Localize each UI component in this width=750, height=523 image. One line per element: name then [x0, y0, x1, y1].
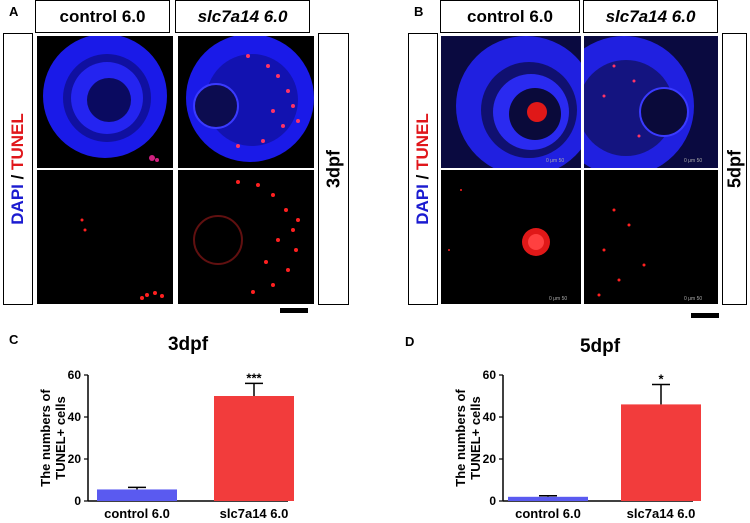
y-axis-label-line1: The numbers of — [38, 389, 53, 487]
y-tick-label: 20 — [68, 452, 82, 466]
header-control-b-text: control 6.0 — [467, 6, 553, 26]
bar-slc7a14-6-0 — [214, 396, 294, 501]
panel-label-c: C — [9, 332, 19, 347]
image-b-mutant-dapi: 0 μm 50 — [584, 36, 718, 168]
dapi-label-b: DAPI — [413, 184, 432, 225]
image-a-control-dapi — [37, 36, 173, 168]
x-tick-label: control 6.0 — [104, 506, 170, 521]
scale-bar-a — [280, 308, 308, 313]
y-axis-label: The numbers ofTUNEL+ cells — [38, 389, 68, 487]
y-axis-label: The numbers ofTUNEL+ cells — [453, 389, 483, 487]
significance-mark: * — [658, 371, 664, 386]
header-mutant-b-text: slc7a14 6.0 — [605, 6, 696, 26]
stage-label-b: 5dpf — [724, 150, 744, 188]
scale-text-b4: 0 μm 50 — [684, 296, 702, 302]
bar-control-6-0 — [508, 496, 588, 501]
header-control-a-text: control 6.0 — [59, 6, 146, 26]
tunel-label-b: TUNEL — [413, 113, 432, 170]
header-mutant-a: slc7a14 6.0 — [175, 0, 310, 33]
bar-control-6-0 — [97, 489, 177, 501]
y-tick-label: 20 — [483, 452, 497, 466]
chart-c: 3dpf The numbers ofTUNEL+ cells 0 20 40 60 con… — [38, 334, 294, 521]
header-mutant-a-text: slc7a14 6.0 — [197, 6, 288, 26]
y-axis-label-line2: TUNEL+ cells — [468, 396, 483, 479]
row-label-b: DAPI / TUNEL — [413, 113, 433, 224]
panel-label-b: B — [414, 4, 424, 19]
image-b-control-dapi: 0 μm 50 — [441, 36, 581, 168]
y-axis-label-line2: TUNEL+ cells — [53, 396, 68, 479]
image-a-mutant-tunel — [178, 170, 314, 304]
chart-title: 5dpf — [580, 336, 621, 357]
scale-text-b2: 0 μm 50 — [684, 158, 702, 164]
tunel-label-a: TUNEL — [8, 113, 27, 170]
stage-box-a: 3dpf — [318, 33, 349, 305]
bar-slc7a14-6-0 — [621, 404, 701, 501]
stage-label-a: 3dpf — [323, 150, 343, 188]
y-tick-label: 40 — [68, 410, 82, 424]
header-mutant-b: slc7a14 6.0 — [583, 0, 718, 33]
stage-box-b: 5dpf — [722, 33, 747, 305]
significance-mark: *** — [246, 370, 262, 385]
dapi-label-a: DAPI — [8, 184, 27, 225]
panel-label-d: D — [405, 334, 415, 349]
image-b-control-tunel: 0 μm 50 — [441, 170, 581, 304]
y-tick-label: 0 — [489, 494, 496, 508]
sep-label-a: / — [8, 169, 27, 185]
scale-bar-b — [691, 313, 719, 318]
row-label-a: DAPI / TUNEL — [8, 113, 28, 224]
chart-title: 3dpf — [168, 334, 209, 355]
x-tick-label: control 6.0 — [515, 506, 581, 521]
header-control-a: control 6.0 — [35, 0, 170, 33]
y-tick-label: 0 — [74, 494, 81, 508]
y-tick-label: 40 — [483, 410, 497, 424]
chart-d: 5dpf The numbers ofTUNEL+ cells 0 20 40 60 con… — [453, 336, 701, 521]
header-control-b: control 6.0 — [440, 0, 580, 33]
scale-text-b1: 0 μm 50 — [546, 158, 564, 164]
image-a-control-tunel — [37, 170, 173, 304]
row-label-box-b: DAPI / TUNEL — [408, 33, 438, 305]
x-tick-label: slc7a14 6.0 — [220, 506, 289, 521]
y-tick-label: 60 — [68, 368, 82, 382]
y-tick-label: 60 — [483, 368, 497, 382]
sep-label-b: / — [413, 169, 432, 185]
x-tick-label: slc7a14 6.0 — [627, 506, 696, 521]
image-b-mutant-tunel: 0 μm 50 — [584, 170, 718, 304]
scale-text-b3: 0 μm 50 — [549, 296, 567, 302]
row-label-box-a: DAPI / TUNEL — [3, 33, 33, 305]
panel-label-a: A — [9, 4, 19, 19]
y-axis-label-line1: The numbers of — [453, 389, 468, 487]
image-a-mutant-dapi — [178, 36, 314, 168]
